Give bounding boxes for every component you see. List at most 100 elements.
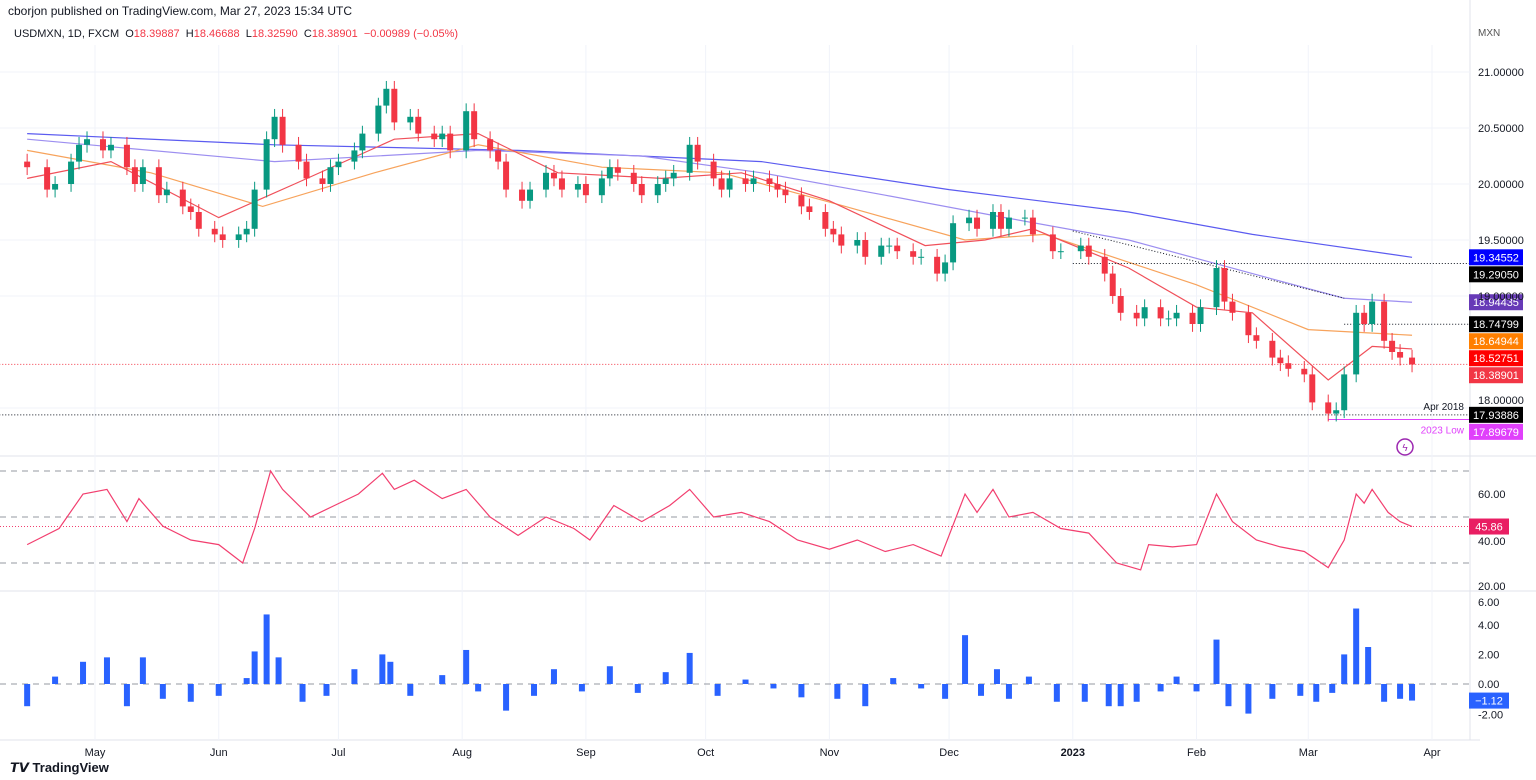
hist-label-box	[1469, 692, 1509, 709]
price-label-box	[1469, 350, 1523, 367]
candle-body	[187, 206, 194, 212]
candle-body	[351, 150, 358, 162]
hist-bar	[159, 684, 166, 699]
candle-body	[1389, 340, 1396, 352]
level-note: 2023 Low	[1421, 426, 1465, 437]
candle-body	[327, 167, 334, 184]
candle-body	[495, 150, 502, 162]
hist-bar	[52, 676, 59, 684]
publish-info: cborjon published on TradingView.com, Ma…	[8, 4, 352, 18]
tradingview-logo[interactable]: 𝙏𝙑 TradingView	[10, 760, 109, 776]
candle-body	[966, 217, 973, 224]
hist-bar	[24, 684, 31, 707]
hist-bar	[1341, 654, 1348, 684]
rsi-tick-label: 40.00	[1478, 536, 1506, 548]
candle-body	[798, 195, 805, 207]
price-tick-label: 19.50000	[1478, 235, 1524, 247]
candle-body	[1381, 301, 1388, 341]
candle-body	[1353, 312, 1360, 375]
hist-bar	[1213, 639, 1220, 684]
hist-bar	[634, 684, 641, 693]
moving-average-line	[27, 132, 1413, 381]
candle-body	[463, 111, 470, 151]
hist-bar	[1105, 684, 1112, 707]
price-tick-label: 20.50000	[1478, 123, 1524, 135]
candle-body	[686, 144, 693, 173]
candle-body	[1333, 410, 1340, 414]
candle-body	[822, 212, 829, 229]
candle-body	[1213, 268, 1220, 308]
candle-body	[99, 139, 106, 151]
moving-average-line	[27, 133, 1413, 258]
candle-body	[894, 245, 901, 252]
candle-body	[519, 189, 526, 201]
candle-body	[52, 184, 59, 190]
candle-body	[830, 228, 837, 235]
level-note: Apr 2018	[1423, 402, 1464, 413]
time-tick-label: Aug	[452, 747, 472, 759]
time-tick-label: Oct	[697, 747, 714, 759]
candle-body	[670, 172, 677, 179]
hist-bar	[1409, 684, 1416, 701]
time-tick-label: Feb	[1187, 747, 1206, 759]
candle-body	[726, 178, 733, 190]
time-tick-label: Mar	[1299, 747, 1318, 759]
candle-body	[1197, 307, 1204, 324]
candle-body	[598, 178, 605, 196]
candle-body	[910, 251, 917, 257]
candle-body	[1277, 357, 1284, 364]
moving-average-line	[27, 138, 1413, 303]
candle-body	[878, 245, 885, 257]
hist-bar	[299, 684, 306, 702]
brand-icon: 𝙏𝙑	[10, 760, 33, 775]
symbol-name[interactable]: USDMXN, 1D, FXCM	[14, 28, 120, 40]
candle-body	[1309, 374, 1316, 403]
hist-bar	[1173, 676, 1180, 684]
candle-body	[1189, 312, 1196, 324]
candle-body	[1109, 273, 1116, 296]
hist-bar	[1133, 684, 1140, 702]
candle-body	[694, 144, 701, 162]
symbol-legend: USDMXN, 1D, FXCM O18.39887 H18.46688 L18…	[14, 28, 459, 40]
price-label: 18.64944	[1473, 336, 1519, 348]
price-label: 18.38901	[1473, 370, 1519, 382]
candle-body	[471, 111, 478, 140]
hist-bar	[1025, 676, 1032, 684]
hist-bar	[770, 684, 777, 689]
price-label-box	[1469, 423, 1523, 440]
candle-body	[606, 167, 613, 179]
candle-body	[155, 167, 162, 196]
candle-body	[383, 88, 390, 106]
candle-body	[195, 212, 202, 229]
rsi-last-label: 45.86	[1475, 522, 1503, 534]
candle-body	[303, 161, 310, 179]
candle-body	[1361, 312, 1368, 324]
price-label: 19.34552	[1473, 252, 1519, 264]
hist-bar	[1053, 684, 1060, 702]
candle-body	[950, 223, 957, 263]
candle-body	[1221, 268, 1228, 302]
price-label: 19.29050	[1473, 269, 1519, 281]
chart-canvas[interactable]: May Jun Jul Aug Sep Oct Nov Dec 2023 Feb Mar Apr Apr…	[0, 0, 1536, 760]
candle-body	[84, 139, 91, 145]
candle-body	[1101, 256, 1108, 274]
candle-body	[862, 240, 869, 257]
candle-body	[1173, 312, 1180, 319]
hist-bar	[606, 666, 613, 684]
candle-body	[1165, 318, 1172, 320]
hist-bar	[1397, 684, 1404, 699]
candle-body	[335, 161, 342, 168]
candle-body	[1245, 312, 1252, 336]
hist-bar	[1297, 684, 1304, 696]
candle-body	[718, 178, 725, 190]
rsi-label-box	[1469, 518, 1509, 535]
candle-body	[654, 184, 661, 196]
candle-body	[279, 116, 286, 145]
hist-bar	[890, 678, 897, 684]
price-label: 17.93886	[1473, 410, 1519, 422]
candle-body	[415, 116, 422, 134]
change-value: −0.00989 (−0.05%)	[363, 28, 459, 40]
hist-bar	[834, 684, 841, 699]
candle-body	[1157, 307, 1164, 319]
